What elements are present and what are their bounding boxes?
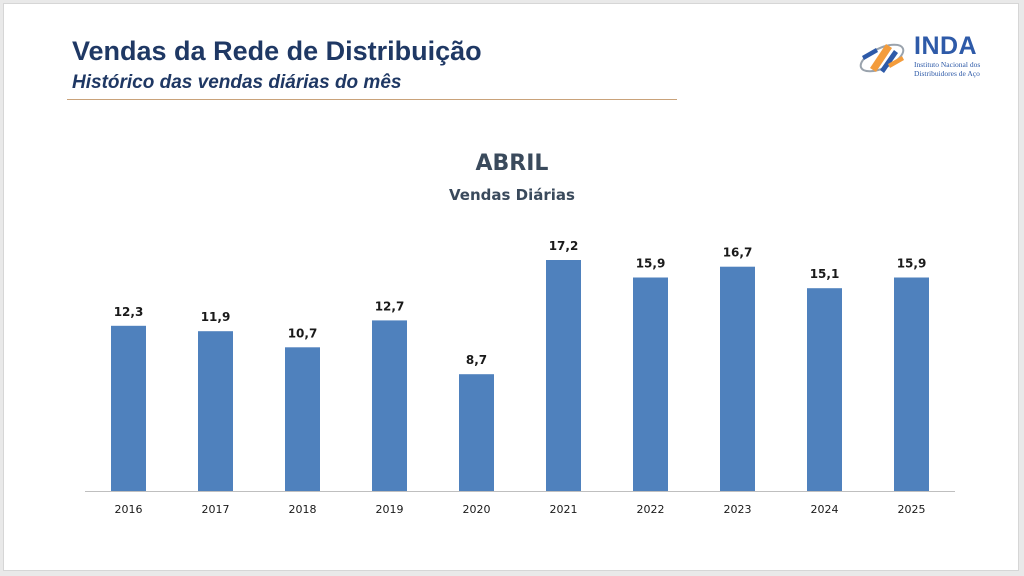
- logo-tagline-line-2: Distribuidores de Aço: [914, 68, 980, 78]
- data-label-2016: 12,3: [114, 305, 144, 319]
- data-label-2021: 17,2: [549, 239, 579, 253]
- x-tick-label-2024: 2024: [811, 503, 839, 516]
- x-tick-label-2025: 2025: [898, 503, 926, 516]
- x-tick-label-2022: 2022: [637, 503, 665, 516]
- bar-2021: [546, 260, 581, 491]
- x-tick-label-2020: 2020: [463, 503, 491, 516]
- logo-name: INDA: [914, 32, 978, 60]
- chart-subtitle: Vendas Diárias: [449, 186, 575, 204]
- logo-tagline: Instituto Nacional dos Distribuidores de…: [914, 60, 981, 78]
- page-title: Vendas da Rede de Distribuição: [72, 36, 482, 66]
- data-label-2019: 12,7: [375, 299, 405, 313]
- bar-series: 12,3 2016 11,9 2017 10,7 2018 12,7 2019 8,7 2020 1…: [111, 239, 929, 516]
- bar-2020: [459, 374, 494, 491]
- bar-2022: [633, 277, 668, 491]
- inda-logo-mark-icon: [859, 43, 905, 73]
- x-tick-label-2016: 2016: [115, 503, 143, 516]
- header-divider: [67, 99, 677, 100]
- logo-tagline-line-1: Instituto Nacional dos: [914, 60, 981, 69]
- chart-title: ABRIL: [476, 151, 549, 176]
- data-label-2020: 8,7: [466, 353, 487, 367]
- x-tick-label-2023: 2023: [724, 503, 752, 516]
- bar-2018: [285, 347, 320, 491]
- data-label-2025: 15,9: [897, 257, 927, 271]
- data-label-2017: 11,9: [201, 310, 231, 324]
- x-tick-label-2021: 2021: [550, 503, 578, 516]
- data-label-2022: 15,9: [636, 257, 666, 271]
- bar-2024: [807, 288, 842, 491]
- slide: Vendas da Rede de Distribuição Histórico…: [3, 3, 1019, 571]
- x-tick-label-2019: 2019: [376, 503, 404, 516]
- data-label-2018: 10,7: [288, 326, 318, 340]
- bar-2016: [111, 325, 146, 491]
- data-label-2024: 15,1: [810, 267, 840, 281]
- bar-2019: [372, 320, 407, 491]
- x-tick-label-2018: 2018: [289, 503, 317, 516]
- bar-2017: [198, 331, 233, 491]
- bar-2025: [894, 277, 929, 491]
- bar-2023: [720, 266, 755, 491]
- x-tick-label-2017: 2017: [202, 503, 230, 516]
- inda-logo: INDA Instituto Nacional dos Distribuidor…: [856, 32, 996, 84]
- page-subtitle: Histórico das vendas diárias do mês: [72, 72, 402, 93]
- data-label-2023: 16,7: [723, 246, 753, 260]
